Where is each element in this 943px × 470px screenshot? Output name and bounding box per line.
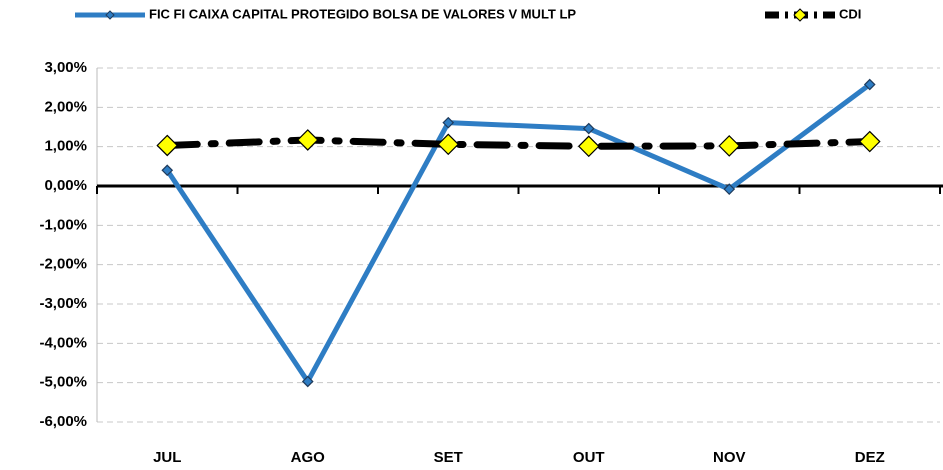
y-tick-label: -2,00% bbox=[39, 256, 87, 273]
y-tick-label: -1,00% bbox=[39, 216, 87, 233]
marker bbox=[577, 135, 600, 158]
y-tick-label: 0,00% bbox=[44, 177, 87, 194]
marker bbox=[582, 122, 595, 135]
marker bbox=[723, 183, 736, 195]
x-tick-label: NOV bbox=[713, 449, 746, 466]
y-tick-label: -6,00% bbox=[39, 413, 87, 430]
marker bbox=[156, 134, 179, 157]
x-tick-label: OUT bbox=[573, 449, 605, 466]
y-tick-label: -3,00% bbox=[39, 295, 87, 312]
x-tick-label: DEZ bbox=[855, 449, 885, 466]
y-tick-label: 1,00% bbox=[44, 138, 87, 155]
y-tick-label: 3,00% bbox=[44, 59, 87, 76]
marker bbox=[442, 116, 455, 129]
x-tick-label: JUL bbox=[153, 449, 181, 466]
legend-label: CDI bbox=[839, 6, 861, 21]
series-line bbox=[164, 82, 873, 384]
marker bbox=[161, 164, 174, 177]
legend-marker bbox=[105, 10, 115, 20]
marker bbox=[718, 135, 741, 157]
marker bbox=[858, 130, 881, 153]
series-line bbox=[163, 136, 874, 150]
x-tick-label: AGO bbox=[291, 449, 326, 466]
legend-label: FIC FI CAIXA CAPITAL PROTEGIDO BOLSA DE … bbox=[149, 6, 576, 21]
marker bbox=[863, 78, 876, 91]
marker bbox=[437, 133, 460, 156]
legend-marker bbox=[793, 8, 807, 22]
y-tick-label: 2,00% bbox=[44, 98, 87, 115]
marker bbox=[301, 375, 314, 388]
marker bbox=[296, 129, 319, 151]
y-tick-label: -5,00% bbox=[39, 374, 87, 391]
x-tick-label: SET bbox=[434, 449, 463, 466]
y-tick-label: -4,00% bbox=[39, 334, 87, 351]
